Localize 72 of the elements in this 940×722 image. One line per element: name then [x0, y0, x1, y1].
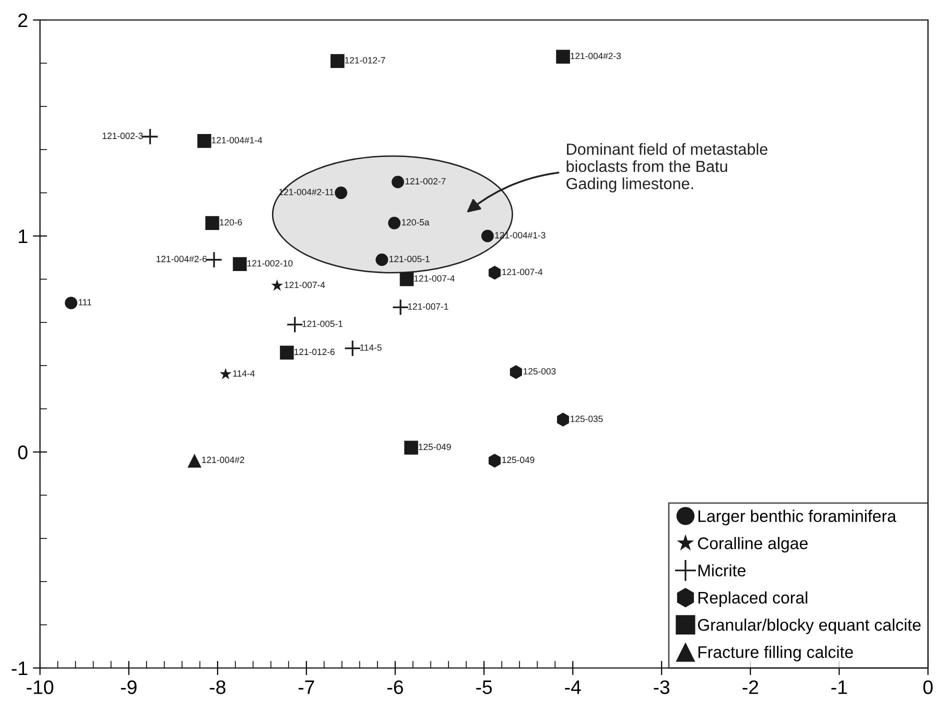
- annotation: 125-003: [524, 368, 556, 375]
- x-tick-label: -7: [298, 680, 314, 694]
- annotation: 121-004#1-4: [212, 136, 262, 144]
- annotation: 120-6: [220, 219, 242, 226]
- y-tick-label: 0: [18, 445, 28, 460]
- annotation: 125-049: [418, 444, 451, 450]
- x-tick-label: -4: [565, 680, 581, 694]
- annotation: 114-5: [360, 344, 382, 351]
- annotation: 121-007-4: [414, 275, 455, 282]
- point: [280, 346, 294, 360]
- annotation: 121-002-10: [247, 260, 293, 267]
- x-tick-label: -2: [742, 680, 758, 694]
- x-tick-label: -6: [387, 680, 403, 694]
- point: [220, 368, 232, 380]
- y-tick-label: 1: [18, 230, 28, 244]
- annotation: 121-007-4: [284, 282, 325, 288]
- point: [510, 365, 522, 380]
- annotation: 121-007-4: [502, 268, 542, 276]
- legend-label: Micrite: [698, 564, 746, 576]
- point: [271, 279, 284, 291]
- point: [388, 216, 401, 230]
- x-tick-label: -5: [476, 680, 492, 694]
- annotation: Dominant field of metastable bioclasts from the Batu Gading limestone.: [566, 143, 768, 192]
- x-tick-label: -1: [831, 680, 847, 694]
- point: [481, 230, 494, 242]
- annotation: 121-005-1: [302, 320, 343, 327]
- point: [400, 272, 414, 286]
- point: [142, 128, 159, 146]
- point: [286, 316, 304, 334]
- point: [232, 257, 247, 272]
- annotation: 121-005-1: [390, 256, 430, 262]
- annotation: 125-035: [570, 416, 603, 422]
- legend-label: Coralline algae: [698, 536, 808, 553]
- point: [376, 254, 388, 266]
- point: [205, 216, 220, 230]
- point: [404, 440, 418, 455]
- annotation: 120-5a: [402, 219, 430, 226]
- x-tick-label: -3: [654, 680, 670, 694]
- annotation: 121-002-7: [405, 178, 446, 184]
- annotation: 121-012-6: [294, 348, 335, 356]
- point: [344, 340, 362, 357]
- annotation: 114-4: [233, 370, 255, 377]
- point: [330, 54, 344, 68]
- annotation: 121-007-1: [408, 303, 448, 310]
- point: [334, 186, 348, 200]
- point: [206, 251, 223, 268]
- annotation: 121-004#2-6: [156, 256, 207, 262]
- point: [392, 176, 404, 188]
- point: [488, 266, 501, 280]
- annotation: 121-004#2-3: [570, 52, 621, 60]
- point: [392, 298, 409, 316]
- point: [488, 454, 501, 468]
- point: [64, 296, 78, 310]
- annotation: 121-004#2: [202, 456, 244, 464]
- y-tick-label: 2: [18, 13, 28, 28]
- legend-label: Replaced coral: [698, 591, 808, 607]
- x-tick-label: -9: [121, 680, 137, 694]
- x-tick-label: -8: [210, 680, 226, 694]
- legend-label: Granular/blocky equant calcite: [698, 618, 921, 634]
- point: [188, 454, 202, 468]
- y-tick-label: -1: [12, 662, 28, 676]
- annotation: 111: [78, 299, 92, 306]
- annotation: 125-049: [502, 456, 534, 464]
- annotation: 121-012-7: [345, 57, 386, 64]
- x-tick-label: -10: [26, 680, 54, 694]
- point: [556, 50, 570, 64]
- x-tick-label: 0: [923, 680, 933, 694]
- point: [557, 412, 570, 427]
- point: [197, 134, 212, 148]
- annotation: 121-002-3: [102, 132, 143, 140]
- legend-label: Fracture filling calcite: [698, 646, 853, 662]
- legend-label: Larger benthic foraminifera: [698, 510, 896, 526]
